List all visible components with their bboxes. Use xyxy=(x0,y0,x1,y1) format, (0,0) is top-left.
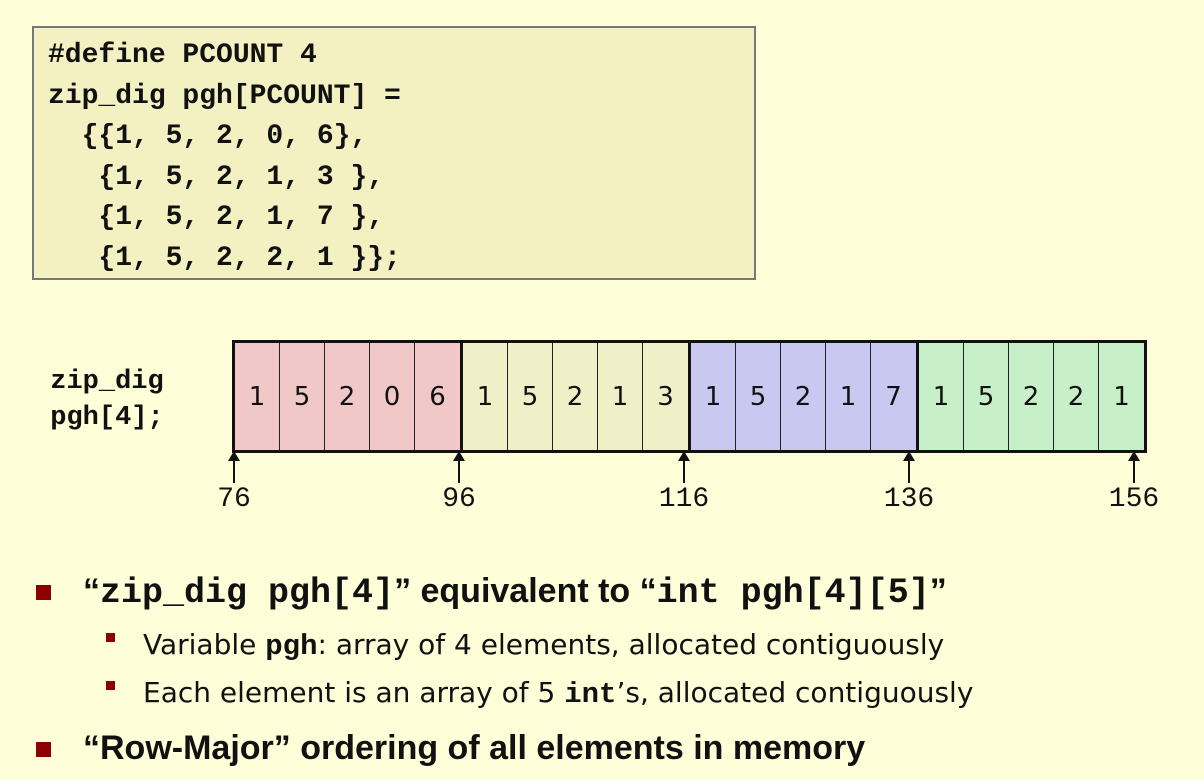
bullet-square-icon xyxy=(106,633,115,642)
array-cell: 5 xyxy=(508,343,553,450)
array-cell: 2 xyxy=(1009,343,1054,450)
array-cell: 1 xyxy=(235,343,280,450)
bullet-square-icon xyxy=(36,585,51,600)
array-cell: 5 xyxy=(736,343,781,450)
array-cell: 1 xyxy=(598,343,643,450)
code-listing: #define PCOUNT 4 zip_dig pgh[PCOUNT] = {{… xyxy=(48,36,754,279)
code-box: #define PCOUNT 4 zip_dig pgh[PCOUNT] = {{… xyxy=(32,26,756,280)
array-cell: 2 xyxy=(781,343,826,450)
sub-bullet-element: Each element is an array of 5 int’s, all… xyxy=(106,676,973,711)
address-label: 136 xyxy=(883,484,935,515)
address-label: 116 xyxy=(658,484,710,515)
code-line: {1, 5, 2, 1, 7 }, xyxy=(48,202,385,233)
text-equivalent: ” equivalent to “ xyxy=(394,572,657,610)
code-line: {{1, 5, 2, 0, 6}, xyxy=(48,121,368,152)
text: Variable xyxy=(143,628,257,661)
label-line-1: zip_dig xyxy=(50,367,164,397)
code-int-array: int pgh[4][5] xyxy=(656,573,930,613)
array-cell: 3 xyxy=(657,381,674,412)
array-cell: 1 xyxy=(919,343,964,450)
code-line: {1, 5, 2, 1, 3 }, xyxy=(48,161,385,193)
address-arrow-icon xyxy=(678,451,690,483)
code-zip-dig: zip_dig pgh[4] xyxy=(100,573,395,613)
text: “Row-Major” ordering of all elements in … xyxy=(83,729,866,767)
array-cell: 2 xyxy=(325,343,370,450)
address-arrow-icon xyxy=(453,451,465,483)
code-line: zip_dig pgh[PCOUNT] = xyxy=(48,80,401,112)
address-arrow-icon xyxy=(903,451,915,483)
text: ’s, allocated contiguously xyxy=(616,676,974,709)
code-line: #define PCOUNT 4 xyxy=(48,40,317,71)
bullet-square-icon xyxy=(106,681,115,690)
array-declaration-label: zip_dig pgh[4]; xyxy=(32,364,182,436)
array-cell: 1 xyxy=(826,343,871,450)
bullet-row-major: “Row-Major” ordering of all elements in … xyxy=(36,729,865,768)
code-int: int xyxy=(564,678,617,711)
array-cell: 1 xyxy=(691,343,736,450)
array-cell: 2 xyxy=(553,343,598,450)
array-cell: 2 xyxy=(1054,343,1099,450)
address-arrow-icon xyxy=(1128,451,1140,483)
quote: “ xyxy=(83,572,100,610)
array-cell: 1 xyxy=(1113,381,1130,412)
bullet-equivalence: “zip_dig pgh[4]” equivalent to “int pgh[… xyxy=(36,572,947,613)
code-line: {1, 5, 2, 2, 1 }}; xyxy=(48,242,401,274)
array-cell: 5 xyxy=(964,343,1009,450)
array-cell: 5 xyxy=(280,343,325,450)
quote: ” xyxy=(929,572,947,610)
text: : array of 4 elements, allocated contigu… xyxy=(317,628,945,661)
address-label: 96 xyxy=(442,484,476,515)
array-cell: 6 xyxy=(429,381,446,412)
label-line-2: pgh[4]; xyxy=(50,403,164,433)
array-cell: 7 xyxy=(885,381,902,412)
array-cell: 0 xyxy=(370,343,415,450)
array-cell: 1 xyxy=(463,343,508,450)
address-arrow-icon xyxy=(228,451,240,483)
sub-bullet-variable: Variable pgh: array of 4 elements, alloc… xyxy=(106,628,944,663)
address-label: 156 xyxy=(1108,484,1160,515)
bullet-square-icon xyxy=(36,742,51,757)
address-label: 76 xyxy=(217,484,251,515)
text: Each element is an array of 5 xyxy=(143,676,556,709)
code-pgh: pgh xyxy=(265,630,318,663)
